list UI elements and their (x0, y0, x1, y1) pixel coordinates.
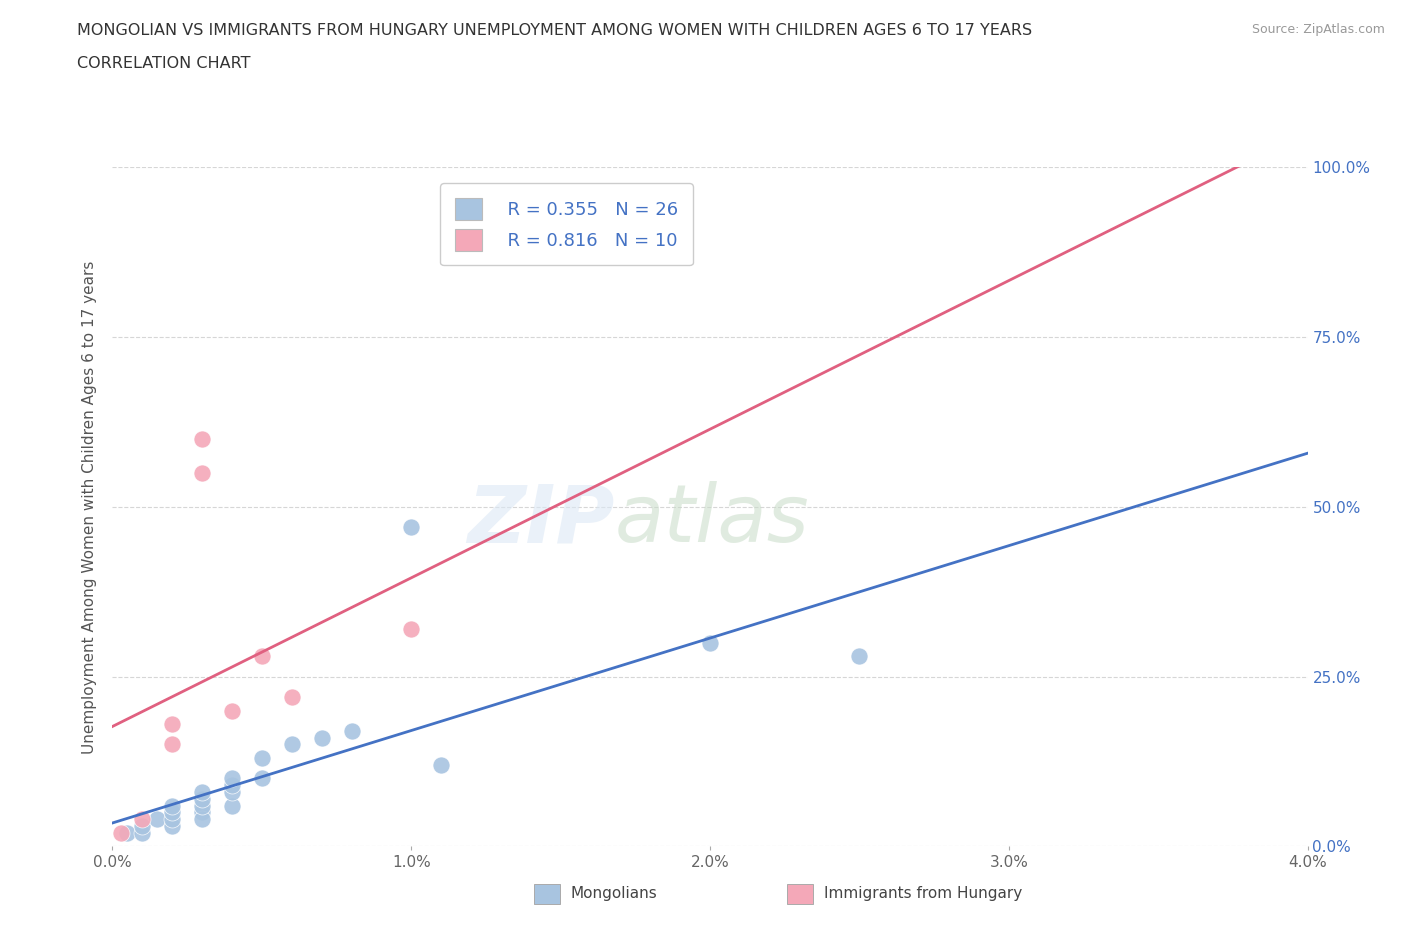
Point (162, 818, 183, 833)
Text: Mongolians: Mongolians (571, 886, 658, 901)
Point (146, 812, 169, 827)
Point (162, 717, 183, 732)
Point (221, 785, 243, 800)
Point (117, 825, 139, 840)
Point (221, 703, 243, 718)
Legend:   R = 0.355   N = 26,   R = 0.816   N = 10: R = 0.355 N = 26, R = 0.816 N = 10 (440, 183, 693, 265)
Y-axis label: Unemployment Among Women with Children Ages 6 to 17 years: Unemployment Among Women with Children A… (82, 260, 97, 753)
Point (162, 805, 183, 820)
Point (430, 757, 453, 772)
Point (131, 812, 153, 827)
Point (699, 635, 721, 650)
Text: CORRELATION CHART: CORRELATION CHART (77, 56, 250, 71)
Point (131, 825, 153, 840)
Text: Immigrants from Hungary: Immigrants from Hungary (824, 886, 1022, 901)
Point (401, 621, 423, 636)
Point (250, 751, 273, 765)
Point (401, 520, 423, 535)
Point (110, 825, 132, 840)
Point (191, 466, 214, 481)
Point (250, 649, 273, 664)
Point (191, 432, 214, 446)
Point (191, 798, 214, 813)
Point (281, 689, 304, 704)
Point (848, 649, 870, 664)
Point (221, 798, 243, 813)
Point (191, 791, 214, 806)
Point (191, 805, 214, 820)
FancyBboxPatch shape (787, 884, 813, 904)
Point (340, 724, 363, 738)
FancyBboxPatch shape (534, 884, 560, 904)
Point (250, 771, 273, 786)
Text: atlas: atlas (614, 482, 810, 560)
Point (131, 818, 153, 833)
Point (162, 798, 183, 813)
Text: ZIP: ZIP (467, 482, 614, 560)
Point (191, 812, 214, 827)
Text: MONGOLIAN VS IMMIGRANTS FROM HUNGARY UNEMPLOYMENT AMONG WOMEN WITH CHILDREN AGES: MONGOLIAN VS IMMIGRANTS FROM HUNGARY UNE… (77, 23, 1032, 38)
Point (311, 730, 333, 745)
Point (221, 777, 243, 792)
Point (162, 737, 183, 752)
Text: Source: ZipAtlas.com: Source: ZipAtlas.com (1251, 23, 1385, 36)
Point (281, 737, 304, 752)
Point (162, 812, 183, 827)
Point (191, 785, 214, 800)
Point (221, 771, 243, 786)
